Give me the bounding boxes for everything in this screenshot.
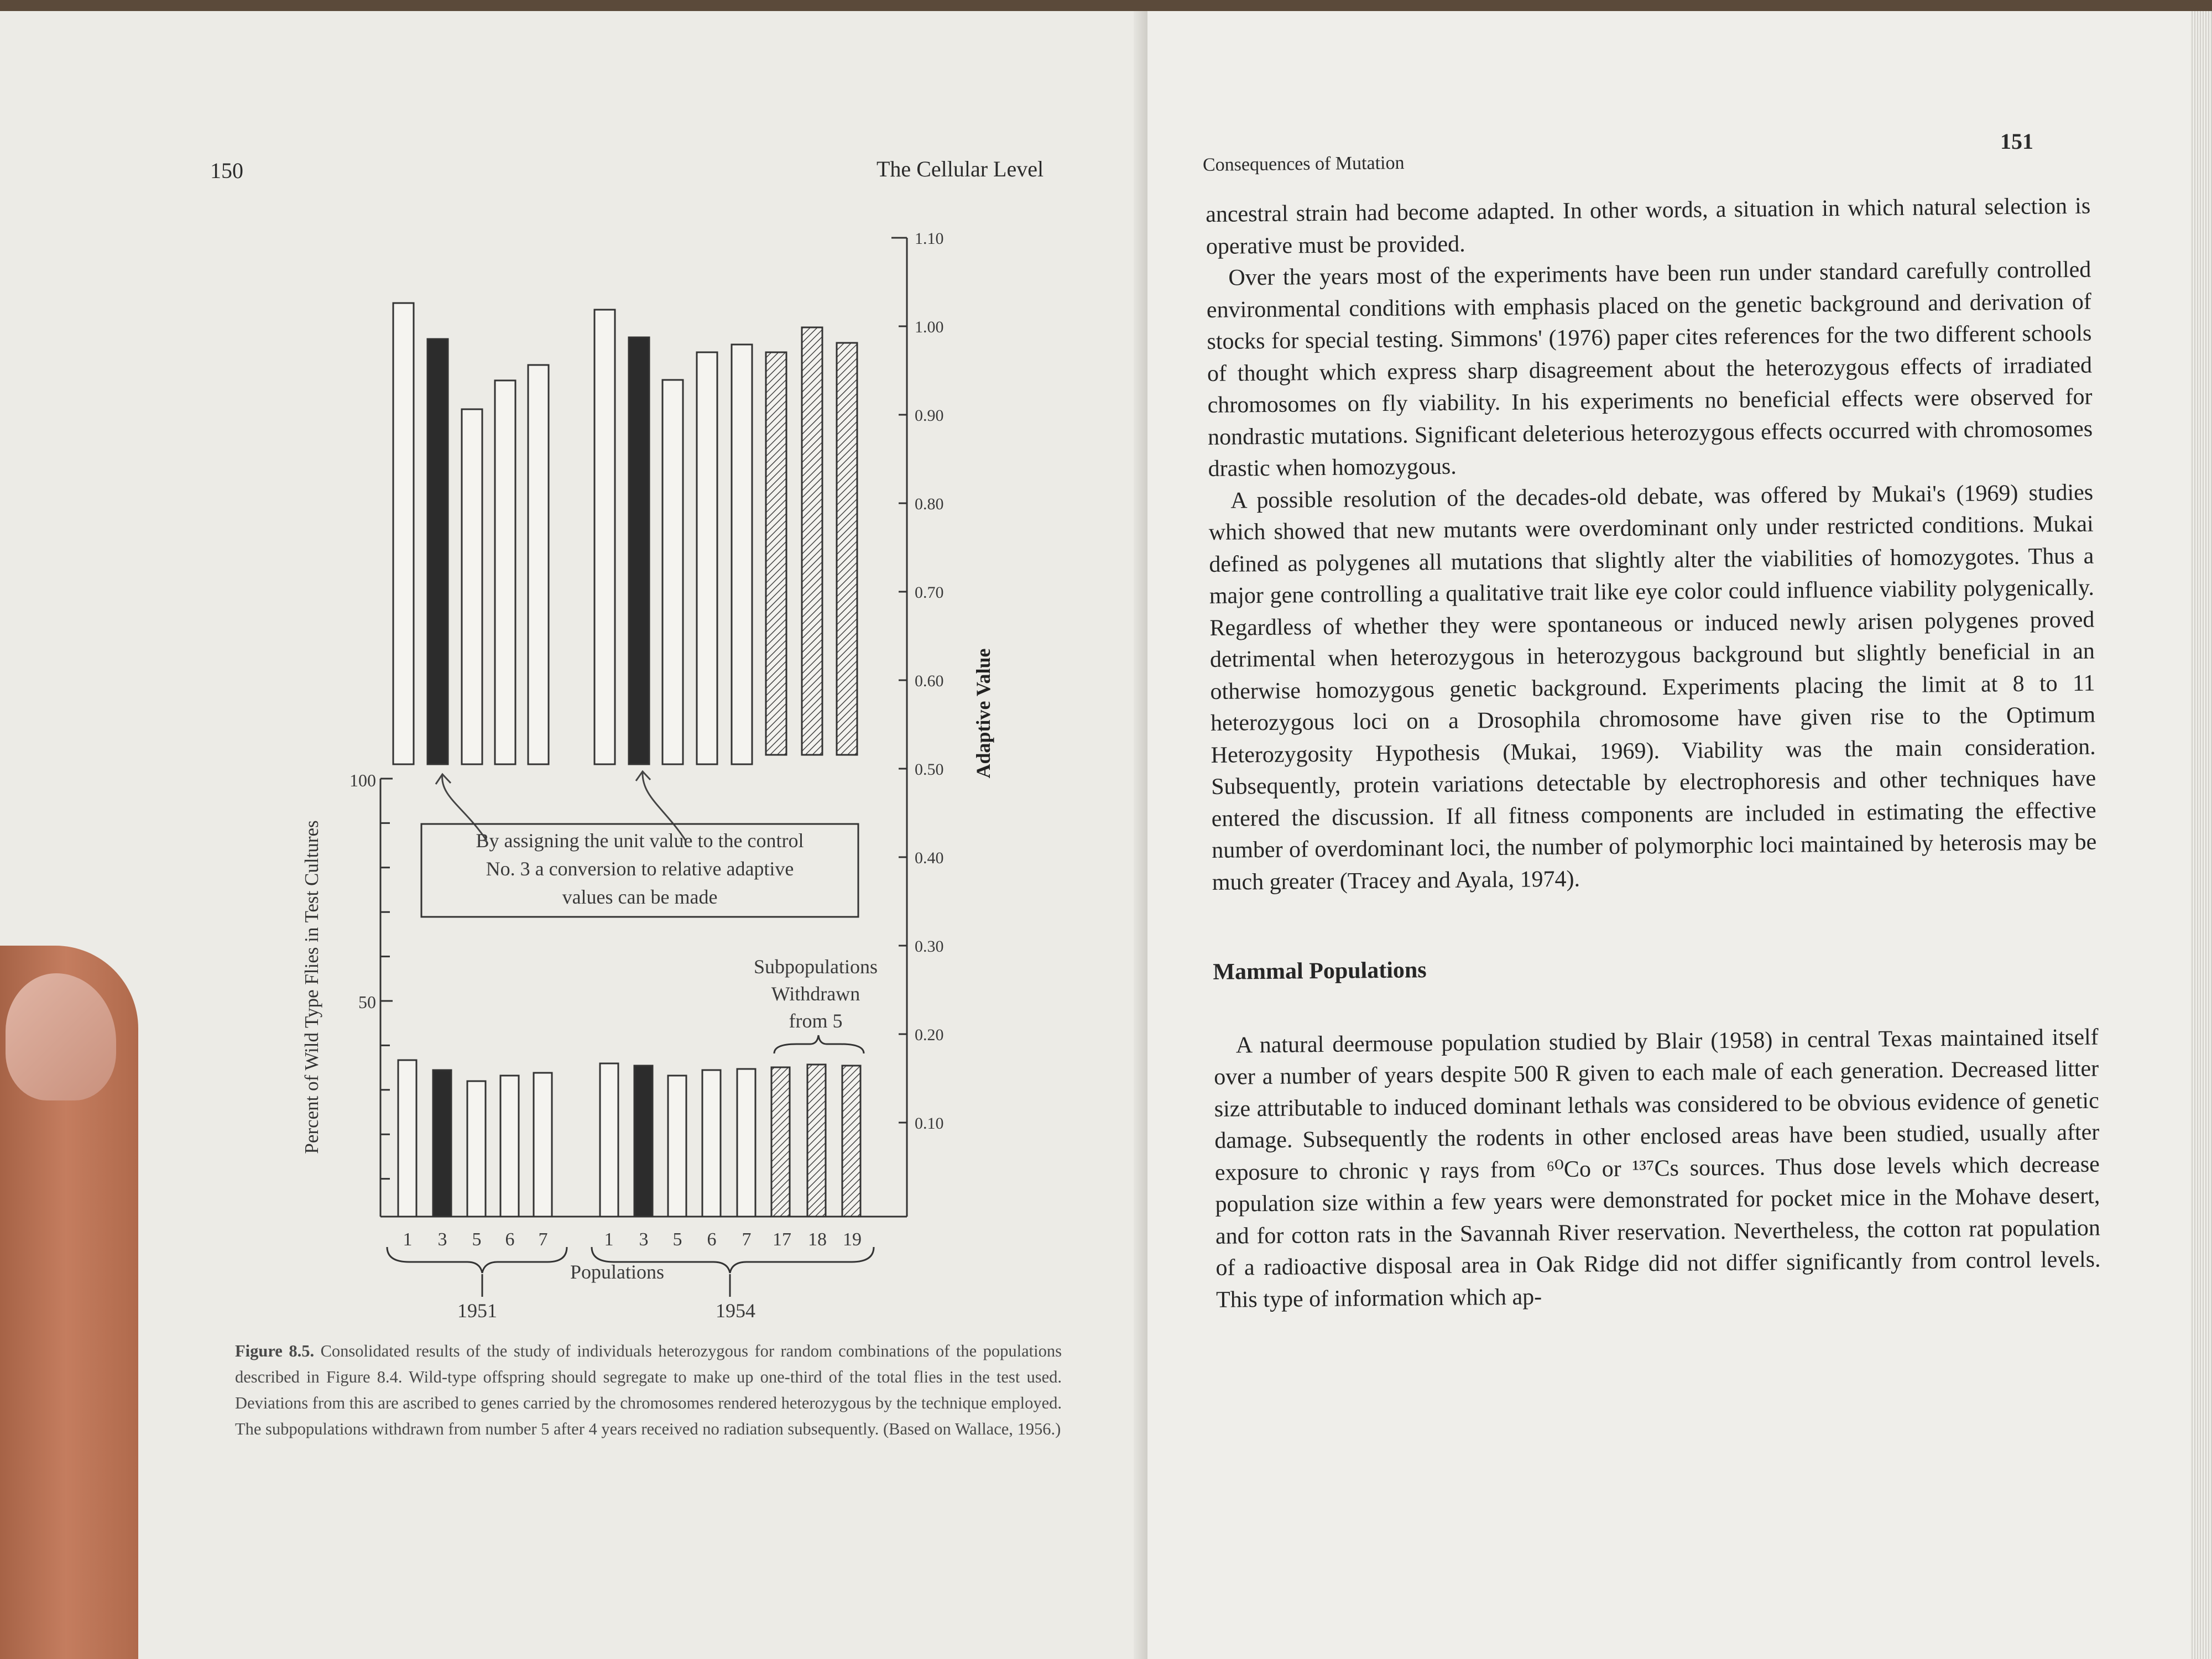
adaptive-value-bar	[661, 379, 684, 765]
caption-text: Consolidated results of the study of ind…	[235, 1342, 1062, 1438]
callout-line-2: No. 3 a conversion to relative adaptive	[486, 858, 794, 880]
adaptive-value-bar	[527, 364, 550, 765]
percent-wild-type-bar	[499, 1074, 520, 1218]
subpop-brace	[773, 1035, 865, 1054]
percent-wild-type-bar	[599, 1062, 619, 1218]
subpop-label-1: Subpopulations	[754, 956, 878, 978]
callout-box	[420, 823, 859, 918]
paragraph-2: Over the years most of the experiments h…	[1206, 257, 2093, 482]
running-head-right: Consequences of Mutation	[1202, 153, 1405, 175]
percent-wild-type-bar	[806, 1063, 827, 1218]
percent-wild-type-bar	[633, 1065, 654, 1218]
right-tick-label: 0.90	[915, 406, 944, 425]
percent-wild-type-bar	[770, 1066, 791, 1218]
body-text: ancestral strain had become adapted. In …	[1206, 191, 2101, 1316]
percent-wild-type-bar	[466, 1080, 487, 1218]
adaptive-value-bar	[461, 408, 483, 765]
adaptive-value-bar	[731, 343, 753, 765]
percent-wild-type-bar	[432, 1069, 452, 1218]
x-tick-label-1954: 19	[843, 1229, 862, 1250]
percent-wild-type-bar	[841, 1065, 862, 1218]
x-tick-labels: 1 3 5 6 7 1 3 5 6 7 17 18 19	[403, 1229, 862, 1250]
right-tick-label: 0.50	[915, 760, 944, 779]
percent-wild-type-bar	[533, 1072, 553, 1218]
x-tick-label-1954: 18	[808, 1229, 827, 1250]
left-page: 150 The Cellular Level 1.10 1.00 0.90 0.80 0…	[0, 11, 1147, 1659]
page-edges-right	[2190, 11, 2212, 1659]
running-head: The Cellular Level	[877, 156, 1044, 181]
adaptive-value-bar	[426, 338, 449, 765]
x-tick-label-1954: 3	[639, 1229, 649, 1250]
right-axis	[891, 237, 908, 1217]
x-tick-label-1951: 5	[472, 1229, 482, 1250]
right-axis-ticks: 1.10 1.00 0.90 0.80 0.70 0.60 0.50 0.40 0.30 0.20…	[899, 229, 944, 1133]
page-number-right: 151	[2000, 129, 2033, 154]
brace-1951	[386, 1246, 568, 1274]
right-page: Consequences of Mutation 151 ancestral s…	[1147, 11, 2212, 1659]
subpop-label-3: from 5	[789, 1010, 843, 1032]
caption-label: Figure 8.5.	[235, 1342, 315, 1360]
percent-wild-type-bars	[397, 1059, 862, 1218]
left-tick-100: 100	[349, 770, 376, 790]
paragraph-1: ancestral strain had become adapted. In …	[1206, 193, 2091, 259]
section-heading: Mammal Populations	[1213, 957, 1427, 985]
figure-8-5: 1.10 1.00 0.90 0.80 0.70 0.60 0.50 0.40 0.30 0.20…	[301, 229, 994, 1322]
x-tick-label-1954: 7	[742, 1229, 752, 1250]
right-axis-label: Adaptive Value	[972, 648, 994, 778]
adaptive-value-bar	[628, 336, 650, 765]
adaptive-value-bar	[765, 351, 787, 756]
x-tick-label-1951: 1	[403, 1229, 413, 1250]
adaptive-value-bar	[494, 379, 517, 765]
left-axis-label: Percent of Wild Type Flies in Test Cultu…	[301, 820, 322, 1154]
right-tick-label: 0.60	[915, 672, 944, 690]
adaptive-value-bars	[392, 302, 858, 765]
callout-line-3: values can be made	[562, 886, 718, 908]
x-tick-label-1954: 1	[604, 1229, 614, 1250]
percent-wild-type-bar	[667, 1074, 687, 1218]
adaptive-value-bar	[696, 351, 718, 765]
page-number: 150	[210, 158, 243, 183]
x-tick-label-1954: 6	[707, 1229, 717, 1250]
left-tick-50: 50	[358, 992, 376, 1012]
adaptive-value-bar	[593, 309, 616, 765]
adaptive-value-bar	[392, 302, 415, 765]
brace-1954	[591, 1246, 875, 1274]
figure-caption: Figure 8.5. Consolidated results of the …	[235, 1338, 1062, 1442]
thumbnail	[6, 973, 116, 1100]
adaptive-value-bar	[801, 326, 823, 756]
x-tick-label-1954: 5	[673, 1229, 682, 1250]
x-tick-label-1951: 7	[539, 1229, 548, 1250]
right-tick-label: 0.20	[915, 1026, 944, 1044]
percent-wild-type-bar	[701, 1069, 722, 1218]
right-tick-label: 0.10	[915, 1114, 944, 1133]
subpop-label-2: Withdrawn	[771, 983, 860, 1005]
callout-arrows	[435, 770, 687, 841]
group-label-1954: 1954	[716, 1300, 755, 1322]
x-tick-label-1951: 3	[438, 1229, 447, 1250]
left-axis	[379, 778, 393, 1217]
callout-line-1: By assigning the unit value to the contr…	[476, 830, 804, 852]
right-tick-label: 0.70	[915, 583, 944, 602]
right-tick-label: 0.30	[915, 937, 944, 956]
adaptive-value-bar	[836, 342, 858, 756]
group-label-1951: 1951	[457, 1300, 497, 1322]
right-tick-label: 1.10	[915, 229, 944, 248]
x-axis-label: Populations	[570, 1261, 664, 1283]
percent-wild-type-bar	[397, 1059, 418, 1218]
right-tick-label: 1.00	[915, 318, 944, 336]
paragraph-3: A possible resolution of the decades-old…	[1208, 479, 2097, 895]
right-tick-label: 0.40	[915, 849, 944, 867]
paragraph-4: A natural deermouse population studied b…	[1214, 1024, 2101, 1313]
right-tick-label: 0.80	[915, 495, 944, 513]
percent-wild-type-bar	[736, 1068, 757, 1218]
x-tick-label-1954: 17	[773, 1229, 791, 1250]
x-tick-label-1951: 6	[505, 1229, 515, 1250]
